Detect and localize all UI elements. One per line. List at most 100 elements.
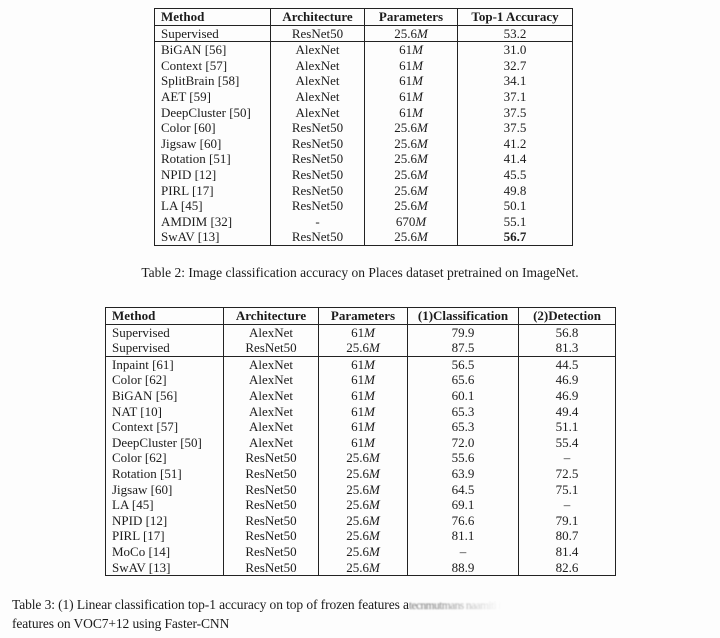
method-cell: Context [57] <box>161 57 228 73</box>
math-italic-M: M <box>416 120 428 136</box>
table-row: LA [45] ResNet50 25.6M 69.1– <box>106 497 616 513</box>
value-cell: 61M <box>364 57 458 74</box>
table-row: AMDIM [32] -670M 55.1 <box>155 213 573 230</box>
value-cell: AlexNet <box>223 403 319 420</box>
value-cell: 25.6M <box>364 198 458 214</box>
method-cell: BiGAN [56] <box>112 387 178 403</box>
table3-caption-line2: features on VOC7+12 using Faster-CNN <box>12 616 230 631</box>
value-cell: ResNet50 <box>270 182 365 199</box>
table-row: Rotation [51] ResNet50 25.6M 63.9 72.5 <box>106 465 616 482</box>
value-cell: 60.1 <box>407 387 519 404</box>
value-cell: 61M <box>318 403 408 420</box>
value-cell: 72.0 <box>407 434 519 451</box>
value-cell: 61M <box>318 419 408 435</box>
method-cell: LA [45] <box>161 198 203 214</box>
value-cell: 25.6M <box>318 465 408 482</box>
value-cell: 25.6M <box>364 25 458 42</box>
table-row: PIRL [17] ResNet50 25.6M 49.8 <box>155 182 573 199</box>
value-cell: 25.6M <box>364 182 458 199</box>
value-cell: 41.4 <box>457 151 573 167</box>
value-cell: 37.5 <box>457 120 573 136</box>
method-cell: Context [57] <box>112 419 179 435</box>
column-header-parameters: Parameters <box>364 8 458 26</box>
value-cell: ResNet50 <box>223 543 319 560</box>
value-cell: 32.7 <box>457 57 573 74</box>
table-row: SwAV [13] ResNet50 25.6M 56.7 <box>155 229 573 246</box>
table-row: DeepCluster [50] AlexNet 61M 72.0 55.4 <box>106 434 616 451</box>
value-cell: 56.5 <box>407 355 519 373</box>
value-cell: AlexNet <box>270 57 365 74</box>
value-cell: 670M <box>364 213 458 230</box>
method-cell: Color [62] <box>112 372 167 388</box>
value-cell: 25.6M <box>318 450 408 466</box>
math-italic-M: M <box>368 340 380 356</box>
value-cell: AlexNet <box>223 324 319 341</box>
value-cell: 37.5 <box>457 104 573 121</box>
method-cell: MoCo [14] <box>112 543 171 559</box>
value-cell: 53.2 <box>457 25 573 42</box>
value-cell: 25.6M <box>364 229 458 246</box>
math-italic-M: M <box>368 450 380 466</box>
math-italic-M: M <box>415 213 427 229</box>
table2-container: Method Architecture Parameters Top-1 Accura… <box>154 8 573 246</box>
method-cell: Supervised <box>112 340 170 356</box>
math-italic-M: M <box>368 465 380 481</box>
value-cell: ResNet50 <box>270 229 365 246</box>
value-cell: – <box>518 450 616 466</box>
value-cell: 65.3 <box>407 403 519 420</box>
method-cell: NPID [12] <box>161 166 217 182</box>
table-row: Context [57] AlexNet 61M 32.7 <box>155 57 573 74</box>
method-cell: SwAV [13] <box>161 229 220 245</box>
value-cell: ResNet50 <box>223 450 319 466</box>
value-cell: 81.4 <box>518 543 616 560</box>
method-cell: Rotation [51] <box>161 151 231 167</box>
value-cell: AlexNet <box>223 372 319 388</box>
value-cell: AlexNet <box>223 355 319 373</box>
math-italic-M: M <box>368 528 380 544</box>
table3-caption: Table 3: (1) Linear classification top-1… <box>12 596 712 632</box>
math-italic-M: M <box>368 559 380 575</box>
math-italic-M: M <box>412 57 423 73</box>
math-italic-M: M <box>364 372 375 388</box>
value-cell: ResNet50 <box>223 528 319 544</box>
table-row: SplitBrain [58] AlexNet 61M 34.1 <box>155 73 573 89</box>
math-italic-M: M <box>416 135 428 151</box>
value-cell: 82.6 <box>518 559 616 576</box>
value-cell: 25.6M <box>318 543 408 560</box>
table-row: Rotation [51] ResNet50 25.6M 41.4 <box>155 151 573 167</box>
value-cell: 81.3 <box>518 340 616 357</box>
table3-header-row: Method Architecture Parameters (1)Classific… <box>105 307 616 325</box>
table-row: Context [57] AlexNet 61M 65.3 51.1 <box>106 419 616 435</box>
column-header-architecture: Architecture <box>270 8 365 26</box>
table2-caption: Table 2: Image classification accuracy o… <box>141 265 579 280</box>
value-cell: ResNet50 <box>270 25 365 42</box>
value-cell: AlexNet <box>223 434 319 451</box>
math-italic-M: M <box>412 104 423 120</box>
method-cell: Rotation [51] <box>112 465 182 481</box>
value-cell: – <box>518 497 616 513</box>
math-italic-M: M <box>412 88 423 104</box>
math-italic-M: M <box>416 151 428 167</box>
value-cell: 55.1 <box>457 213 573 230</box>
column-header-method: Method <box>154 8 271 26</box>
value-cell: 49.8 <box>457 182 573 199</box>
value-cell: 25.6M <box>364 151 458 167</box>
method-cell: SplitBrain [58] <box>161 73 240 89</box>
table-row: Color [62] AlexNet 61M 65.6 46.9 <box>106 372 616 388</box>
math-italic-M: M <box>364 356 375 372</box>
value-cell: 51.1 <box>518 419 616 435</box>
value-cell: AlexNet <box>223 419 319 435</box>
value-cell: 56.7 <box>457 229 573 246</box>
method-cell: NPID [12] <box>112 512 168 528</box>
value-cell: 25.6M <box>318 559 408 576</box>
places-results-table: Method Architecture Parameters Top-1 Accura… <box>154 8 573 246</box>
column-header-method: Method <box>105 307 224 325</box>
value-cell: ResNet50 <box>223 512 319 529</box>
method-cell: LA [45] <box>112 497 154 513</box>
value-cell: 61M <box>364 41 458 58</box>
value-cell: ResNet50 <box>270 135 365 152</box>
column-header-2-detection: (2)Detection <box>518 307 616 325</box>
math-italic-M: M <box>364 403 375 419</box>
column-header-parameters: Parameters <box>318 307 408 325</box>
value-cell: 61M <box>318 355 408 373</box>
